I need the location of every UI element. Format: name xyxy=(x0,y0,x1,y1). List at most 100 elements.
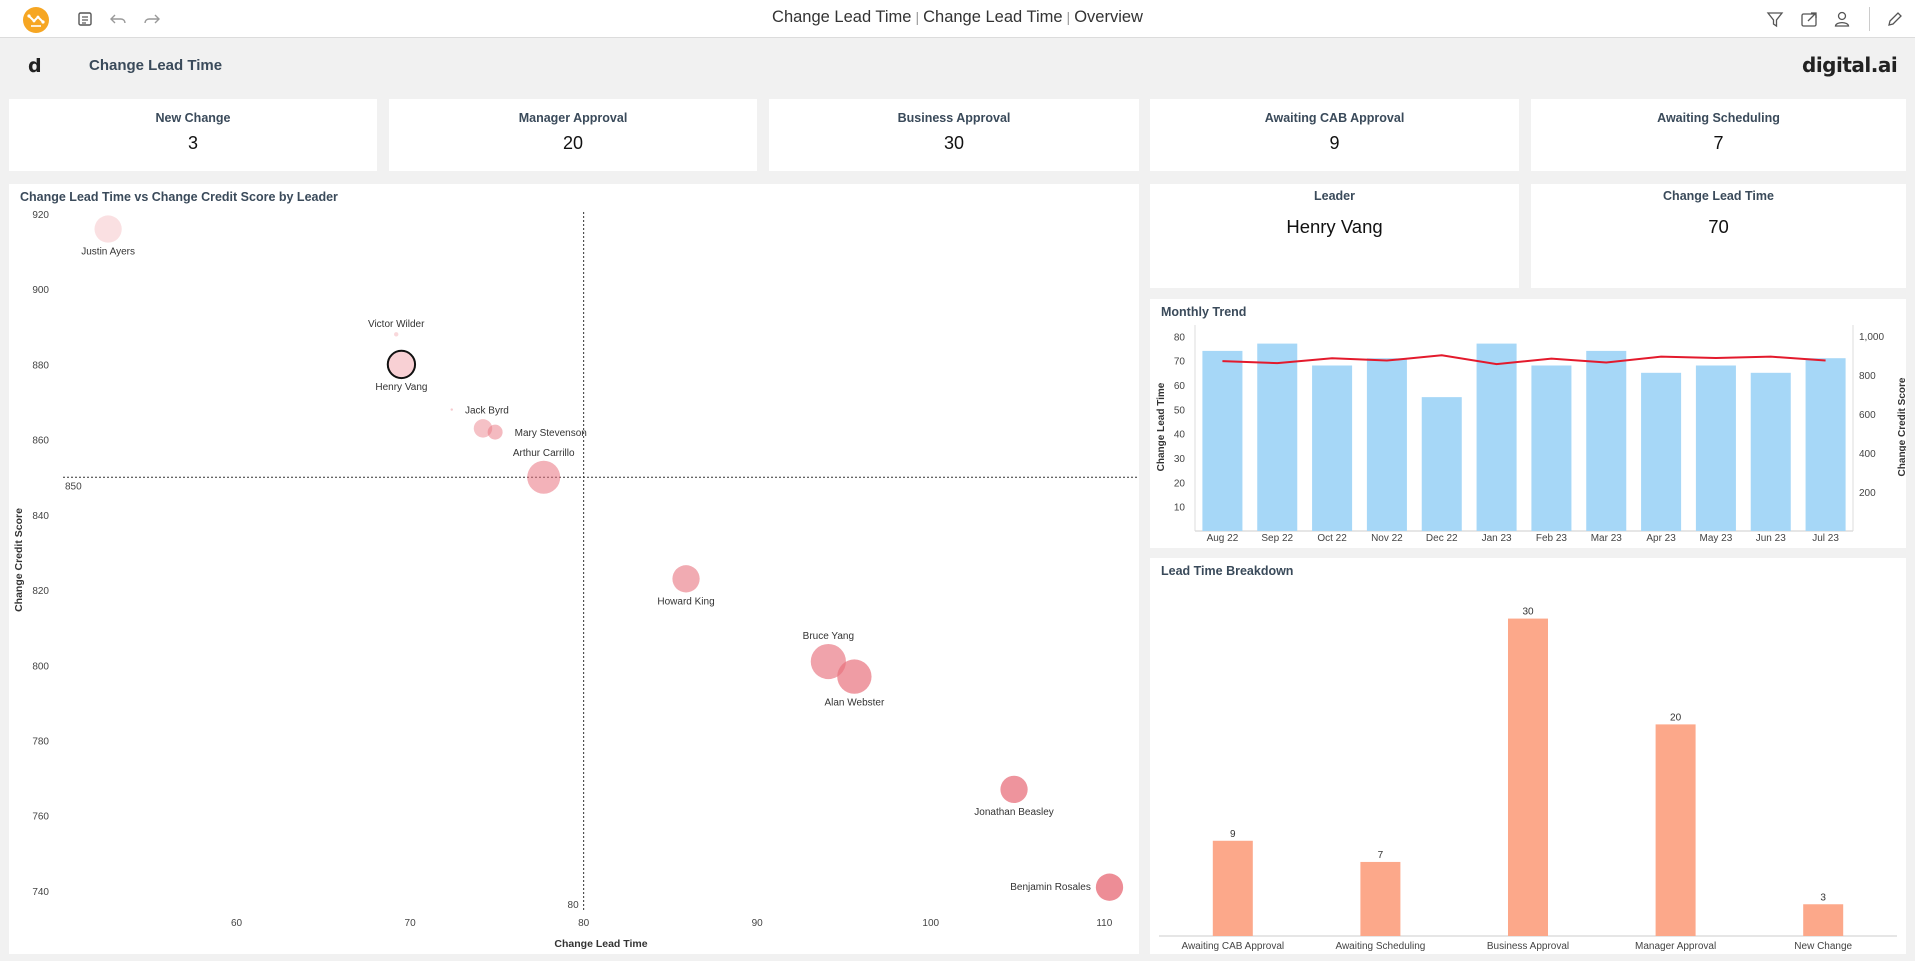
x-tick-label: 110 xyxy=(1096,918,1112,929)
edit-icon[interactable] xyxy=(1884,8,1906,30)
trend-bar xyxy=(1586,350,1627,531)
app-logo-glyph xyxy=(27,14,45,27)
y-tick-label: 30 xyxy=(1174,454,1186,465)
kpi-card-awaiting-cab-approval[interactable]: Awaiting CAB Approval 9 xyxy=(1150,99,1519,171)
bubble-label: Henry Vang xyxy=(375,382,427,393)
list-icon[interactable] xyxy=(74,8,96,30)
kpi-label: New Change xyxy=(155,111,231,125)
kpi-card-business-approval[interactable]: Business Approval 30 xyxy=(769,99,1139,171)
y-tick-label: 50 xyxy=(1174,405,1186,416)
y-tick-label: 840 xyxy=(32,511,49,522)
x-tick-label: Oct 22 xyxy=(1317,533,1347,544)
x-tick-label: Feb 23 xyxy=(1536,533,1568,544)
x-tick-label: Manager Approval xyxy=(1635,941,1716,952)
share-icon[interactable] xyxy=(1798,8,1820,30)
lead-time-breakdown-chart: 9 Awaiting CAB Approval 7 Awaiting Scheduli… xyxy=(1159,607,1897,952)
kpi-value: 9 xyxy=(1329,133,1340,153)
kpi-label: Manager Approval xyxy=(518,111,628,125)
y-axis-title: Change Lead Time xyxy=(1156,382,1167,471)
scatter-bubble xyxy=(1095,873,1124,901)
breakdown-bar xyxy=(1212,840,1253,936)
x-tick-label: 80 xyxy=(578,918,590,929)
x-tick-label: New Change xyxy=(1794,941,1852,952)
kpi-label: Business Approval xyxy=(897,111,1011,125)
bubble-label: Jack Byrd xyxy=(465,406,509,417)
dashboard-title: Change Lead Time xyxy=(89,57,223,74)
x-tick-label: Nov 22 xyxy=(1371,533,1403,544)
breakdown-bar xyxy=(1508,618,1548,936)
title-part-1: Change Lead Time xyxy=(772,8,912,26)
undo-icon[interactable] xyxy=(107,8,129,30)
filter-icon[interactable] xyxy=(1764,8,1786,30)
x-tick-label: Aug 22 xyxy=(1207,533,1239,544)
title-part-2: Change Lead Time xyxy=(923,8,1063,26)
bar-value-label: 9 xyxy=(1230,829,1236,840)
bar-value-label: 7 xyxy=(1378,850,1384,861)
redo-icon[interactable] xyxy=(141,8,163,30)
trend-bar xyxy=(1202,350,1243,531)
app-logo-icon[interactable] xyxy=(23,7,49,33)
y-tick-label: 800 xyxy=(32,661,49,672)
scatter-bubble xyxy=(810,643,846,680)
scatter-bubble xyxy=(94,215,122,243)
y-tick-label: 70 xyxy=(1174,357,1186,368)
y-tick-label: 820 xyxy=(32,586,49,597)
lead-time-breakdown-panel: Lead Time Breakdown 9 Awaiting CAB Approv… xyxy=(1150,558,1906,954)
user-icon[interactable] xyxy=(1831,8,1853,30)
title-separator: | xyxy=(915,9,920,25)
kpi-card-awaiting-scheduling[interactable]: Awaiting Scheduling 7 xyxy=(1531,99,1906,171)
kpi-value: 20 xyxy=(562,133,584,153)
kpi-card-manager-approval[interactable]: Manager Approval 20 xyxy=(389,99,757,171)
dashboard-logo: d xyxy=(28,55,42,77)
x-tick-label: Jun 23 xyxy=(1756,533,1786,544)
kpi-card-new-change[interactable]: New Change 3 xyxy=(9,99,377,171)
trend-bar xyxy=(1641,372,1682,531)
breakdown-title: Lead Time Breakdown xyxy=(1161,564,1294,578)
lead-time-card: Change Lead Time 70 xyxy=(1531,184,1906,288)
y2-tick-label: 200 xyxy=(1859,488,1876,499)
x-tick-label: Jul 23 xyxy=(1812,533,1839,544)
window-title: Change Lead Time | Change Lead Time | Overvi… xyxy=(0,8,1915,27)
trend-line xyxy=(1222,354,1826,366)
leader-card: Leader Henry Vang xyxy=(1150,184,1519,288)
breakdown-bar xyxy=(1803,904,1844,936)
bubble-label: Alan Webster xyxy=(824,698,885,709)
bubble-label: Victor Wilder xyxy=(368,319,425,330)
y-axis-title: Change Credit Score xyxy=(13,508,25,612)
scatter-bubble xyxy=(672,565,700,593)
bubble-label: Howard King xyxy=(657,596,714,607)
scatter-bubble xyxy=(386,349,417,380)
y-tick-label: 740 xyxy=(32,887,49,898)
top-bar: Change Lead Time | Change Lead Time | Overvi… xyxy=(0,0,1915,38)
title-part-3: Overview xyxy=(1074,8,1143,26)
x-tick-label: Jan 23 xyxy=(1482,533,1512,544)
brand-logo: digital.ai xyxy=(1802,53,1898,77)
x-tick-label: Dec 22 xyxy=(1426,533,1458,544)
y-tick-label: 860 xyxy=(32,436,49,447)
monthly-trend-chart: 10 20 30 40 50 60 70 80 200 400 600 800 1,000 Change … xyxy=(1156,325,1906,544)
x-tick-label: Awaiting CAB Approval xyxy=(1181,941,1284,952)
x-tick-label: Awaiting Scheduling xyxy=(1335,941,1425,952)
scatter-bubble xyxy=(1000,775,1028,804)
bar-value-label: 30 xyxy=(1522,607,1534,618)
x-tick-label: 100 xyxy=(922,918,939,929)
y-tick-label: 920 xyxy=(32,210,49,221)
x-tick-label: Apr 23 xyxy=(1646,533,1676,544)
x-tick-label: Sep 22 xyxy=(1261,533,1293,544)
y2-tick-label: 600 xyxy=(1859,410,1876,421)
kpi-value: 3 xyxy=(187,133,198,153)
trend-bar xyxy=(1476,343,1517,531)
x-tick-label: 60 xyxy=(231,918,243,929)
y-tick-label: 80 xyxy=(1174,332,1186,343)
kpi-value: 7 xyxy=(1713,133,1724,153)
scatter-chart: 740 760 780 800 820 840 860 880 900 920 60 70 80 90 10… xyxy=(13,210,1139,950)
lead-time-value: 70 xyxy=(1708,216,1729,237)
breakdown-bar xyxy=(1360,861,1401,936)
y2-tick-label: 400 xyxy=(1859,449,1876,460)
trend-bar xyxy=(1531,365,1572,531)
y2-axis-title: Change Credit Score xyxy=(1897,377,1906,476)
monthly-trend-panel: Monthly Trend 10 20 30 40 50 60 70 80 200 400 600 8… xyxy=(1150,299,1906,548)
kpi-label: Awaiting CAB Approval xyxy=(1264,111,1405,125)
y2-tick-label: 1,000 xyxy=(1859,332,1884,343)
kpi-label: Awaiting Scheduling xyxy=(1657,111,1780,125)
